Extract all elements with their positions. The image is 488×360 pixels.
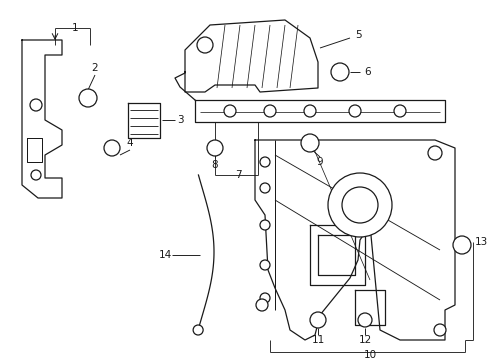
Circle shape <box>452 236 470 254</box>
Circle shape <box>197 37 213 53</box>
Circle shape <box>260 293 269 303</box>
Text: 5: 5 <box>354 30 361 40</box>
Circle shape <box>348 105 360 117</box>
Text: 3: 3 <box>176 115 183 125</box>
Circle shape <box>193 325 203 335</box>
Circle shape <box>256 299 267 311</box>
Circle shape <box>79 89 97 107</box>
Circle shape <box>31 170 41 180</box>
Circle shape <box>260 183 269 193</box>
Text: 12: 12 <box>358 335 371 345</box>
Text: 4: 4 <box>126 138 133 148</box>
Text: 11: 11 <box>311 335 324 345</box>
Circle shape <box>327 173 391 237</box>
Circle shape <box>264 105 275 117</box>
Circle shape <box>30 99 42 111</box>
Text: 13: 13 <box>474 237 487 247</box>
Circle shape <box>301 134 318 152</box>
Circle shape <box>330 63 348 81</box>
Circle shape <box>224 105 236 117</box>
Circle shape <box>206 140 223 156</box>
Text: 14: 14 <box>158 250 171 260</box>
Circle shape <box>433 324 445 336</box>
Circle shape <box>260 157 269 167</box>
Text: 6: 6 <box>364 67 370 77</box>
Circle shape <box>260 220 269 230</box>
Text: 1: 1 <box>72 23 78 33</box>
Circle shape <box>104 140 120 156</box>
Circle shape <box>427 146 441 160</box>
Circle shape <box>357 313 371 327</box>
Text: 10: 10 <box>363 350 376 360</box>
Circle shape <box>309 312 325 328</box>
Circle shape <box>304 105 315 117</box>
Text: 8: 8 <box>211 160 218 170</box>
Circle shape <box>260 260 269 270</box>
Circle shape <box>393 105 405 117</box>
Text: 7: 7 <box>234 170 241 180</box>
Circle shape <box>341 187 377 223</box>
Text: 9: 9 <box>316 157 323 167</box>
Text: 2: 2 <box>92 63 98 73</box>
